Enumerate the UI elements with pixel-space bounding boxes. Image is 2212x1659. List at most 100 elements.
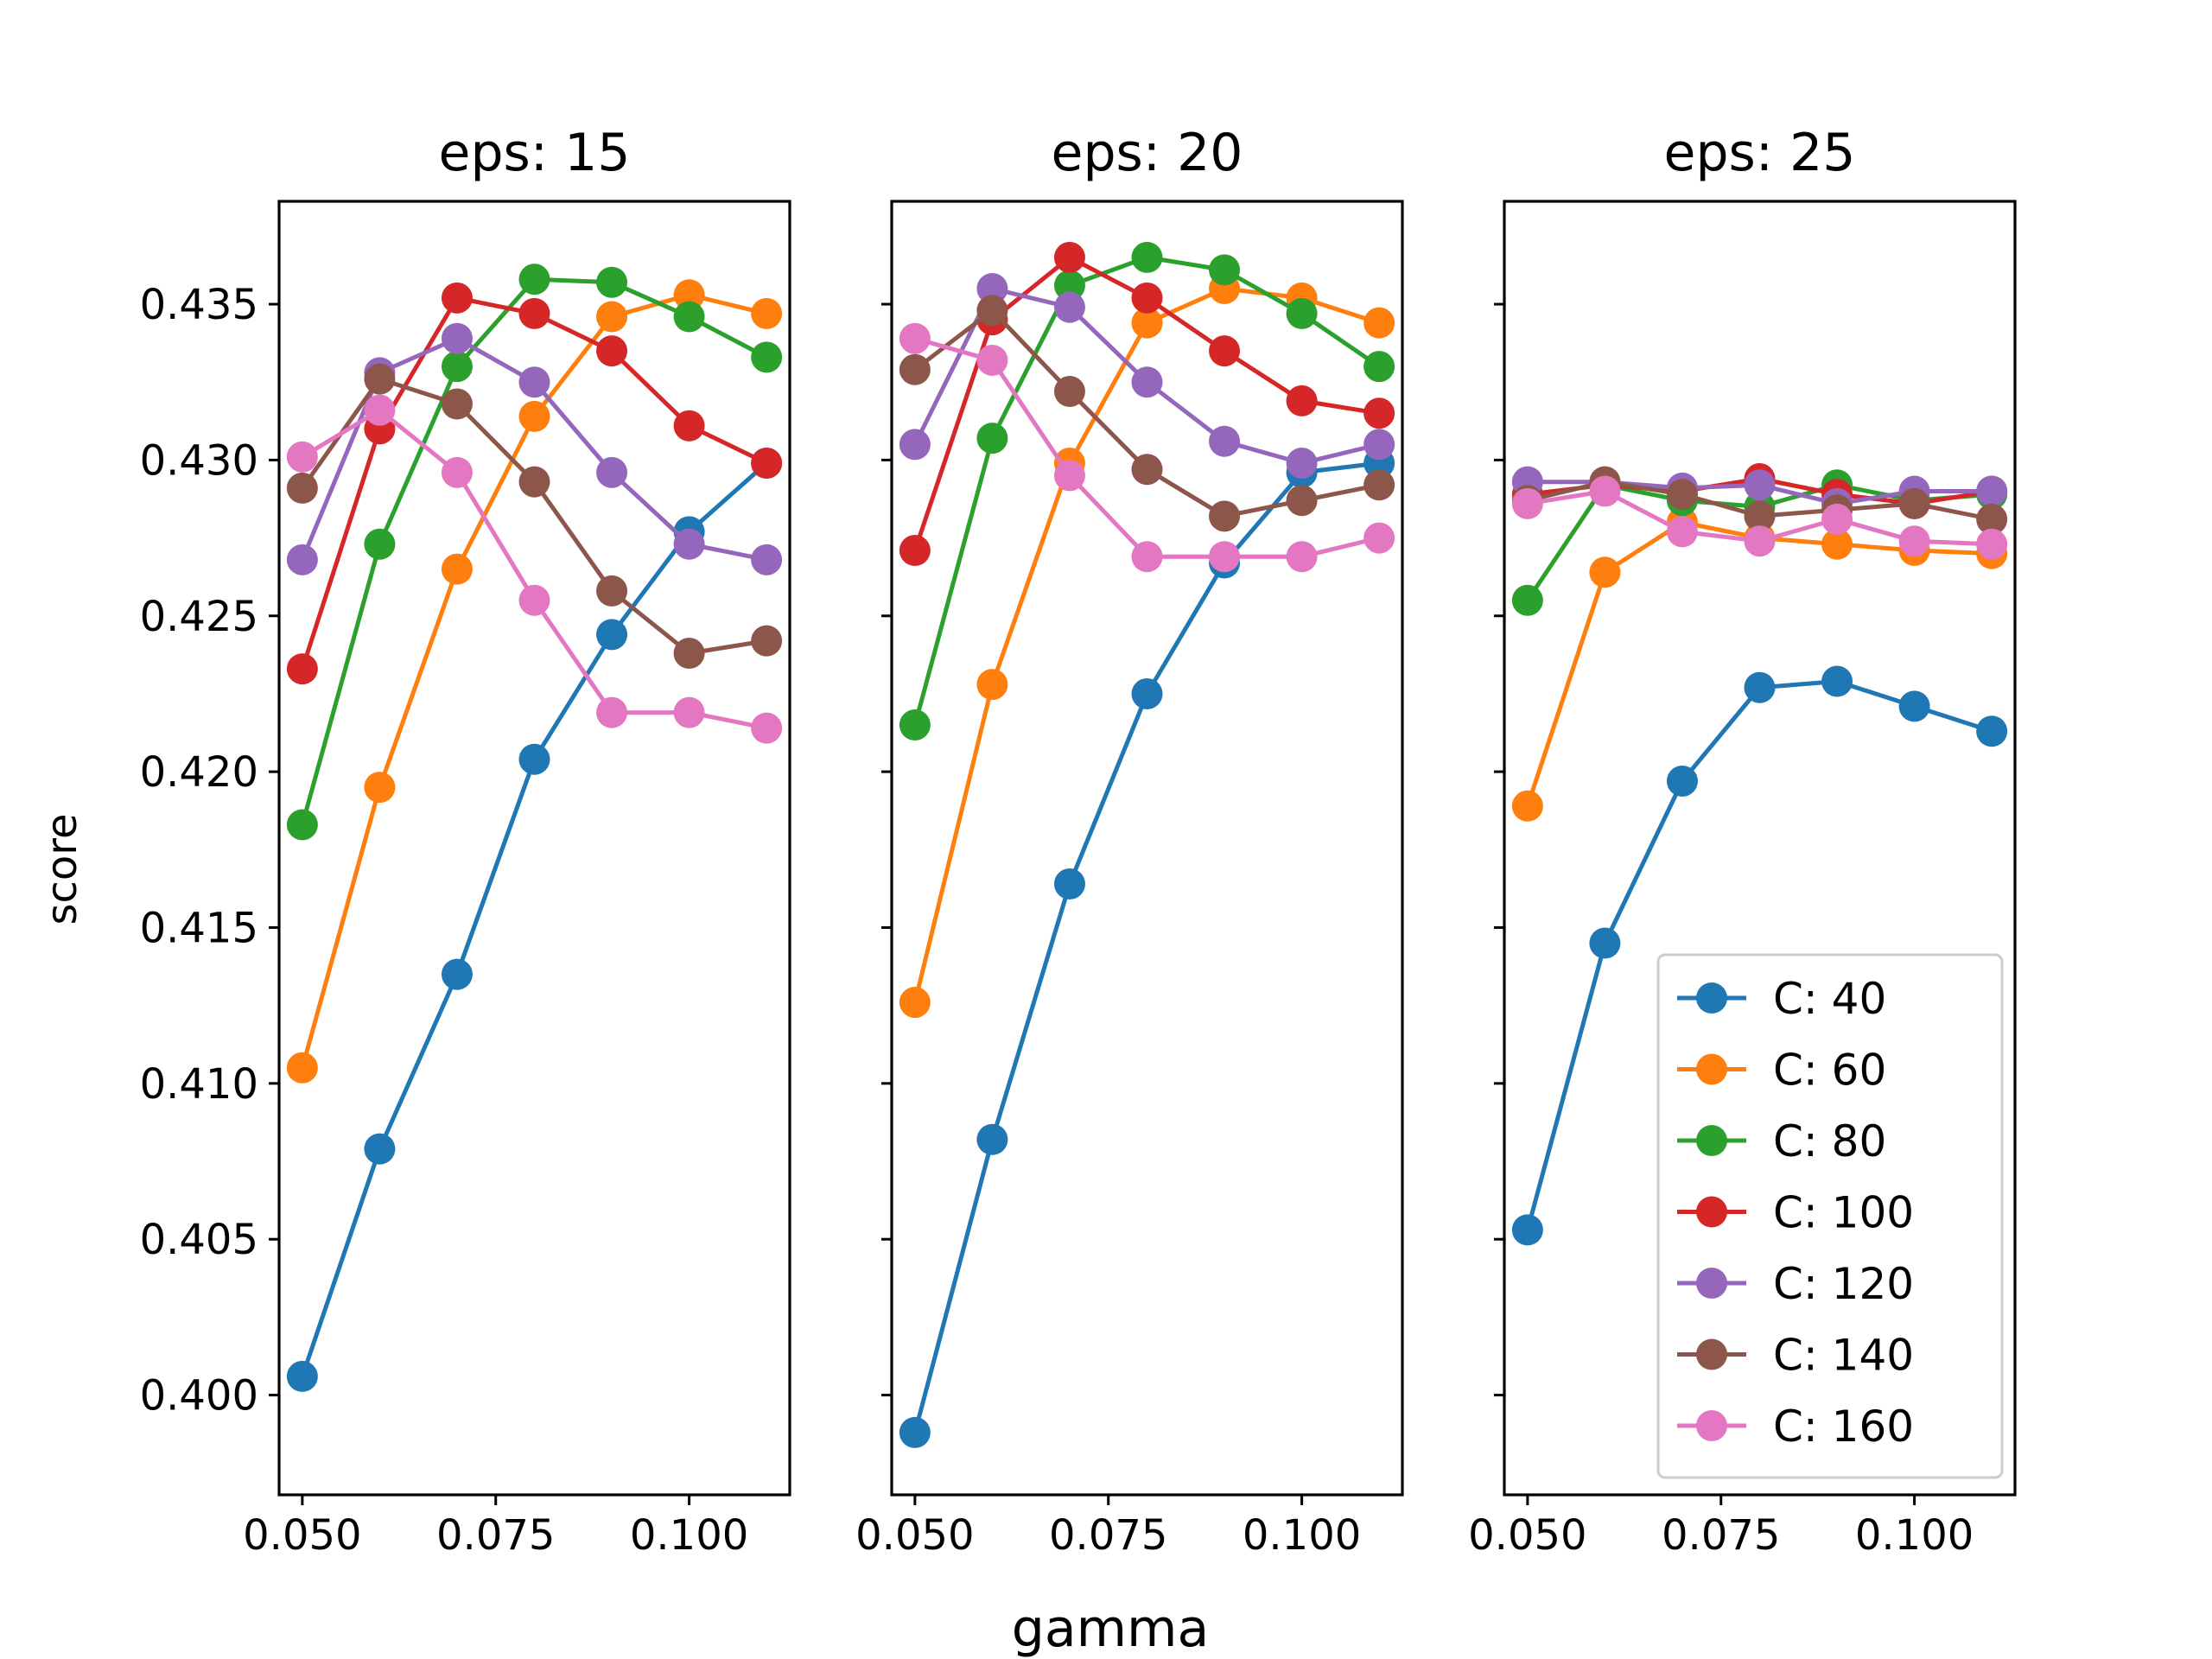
x-tick-label: 0.075	[436, 1511, 555, 1560]
data-point	[976, 295, 1008, 327]
data-point	[364, 394, 396, 426]
data-point	[441, 553, 473, 585]
data-point	[1363, 522, 1395, 554]
legend-box	[1656, 953, 2004, 1479]
legend-entry: C: 140	[1677, 1331, 1914, 1381]
data-point	[1511, 790, 1543, 822]
legend-label: C: 80	[1773, 1116, 1886, 1166]
series-c-120	[899, 273, 1395, 480]
data-point	[441, 282, 473, 314]
series-c-160	[1511, 475, 2008, 560]
data-point	[1821, 528, 1853, 560]
series-c-80	[286, 264, 783, 841]
x-tick-label: 0.100	[1855, 1511, 1974, 1560]
data-point	[976, 1123, 1008, 1155]
data-point	[1363, 469, 1395, 501]
legend-label: C: 120	[1773, 1259, 1914, 1309]
data-point	[364, 363, 396, 395]
data-point	[1821, 503, 1853, 535]
data-point	[1666, 479, 1698, 511]
data-point	[673, 528, 705, 560]
data-point	[1363, 351, 1395, 383]
data-point	[673, 696, 705, 728]
data-point	[1053, 241, 1085, 273]
legend-marker	[1696, 1125, 1727, 1156]
data-point	[1976, 475, 2008, 507]
data-point	[1286, 485, 1318, 517]
y-axis-label: score	[38, 814, 86, 925]
data-point	[596, 696, 628, 728]
legend-entry: C: 120	[1677, 1259, 1914, 1309]
legend-entry: C: 80	[1677, 1116, 1886, 1166]
data-point	[1511, 584, 1543, 616]
data-point	[441, 958, 473, 990]
series-c-160	[899, 322, 1395, 573]
x-tick-label: 0.075	[1662, 1511, 1780, 1560]
data-point	[286, 1052, 318, 1084]
y-tick-label: 0.405	[140, 1216, 258, 1264]
data-point	[286, 653, 318, 685]
data-point	[1131, 282, 1163, 314]
data-point	[1131, 241, 1163, 273]
series-c-40	[1511, 665, 2008, 1246]
x-tick-label: 0.100	[630, 1511, 748, 1560]
x-tick-label: 0.050	[1468, 1511, 1586, 1560]
data-point	[1131, 366, 1163, 398]
data-point	[1744, 500, 1776, 532]
data-point	[518, 264, 550, 296]
data-point	[596, 335, 628, 367]
legend-label: C: 140	[1773, 1331, 1914, 1381]
data-point	[673, 301, 705, 333]
y-tick-label: 0.425	[140, 593, 258, 641]
data-point	[751, 297, 783, 329]
data-point	[596, 456, 628, 488]
data-point	[596, 266, 628, 298]
axes-frame	[1503, 200, 2017, 1497]
data-point	[596, 301, 628, 333]
data-point	[673, 279, 705, 311]
x-axis-label: gamma	[1012, 1599, 1210, 1659]
data-point	[441, 388, 473, 420]
data-point	[751, 448, 783, 480]
legend-marker	[1696, 1338, 1727, 1370]
data-point	[1744, 671, 1776, 703]
data-point	[1131, 677, 1163, 709]
data-point	[751, 543, 783, 575]
data-point	[1744, 469, 1776, 501]
data-point	[1053, 270, 1085, 302]
data-point	[286, 543, 318, 575]
data-point	[1131, 454, 1163, 486]
legend: C: 40 C: 60 C: 80 C: 100 C: 120 C: 140 C: 160	[1656, 953, 2004, 1479]
legend-label: C: 60	[1773, 1046, 1886, 1096]
data-point	[286, 1360, 318, 1392]
data-point	[899, 1416, 931, 1448]
data-point	[1053, 868, 1085, 899]
data-point	[1976, 715, 2008, 747]
data-point	[1209, 335, 1241, 367]
x-tick-label: 0.100	[1243, 1511, 1361, 1560]
x-tick-label: 0.050	[855, 1511, 974, 1560]
data-point	[1511, 487, 1543, 519]
data-point	[518, 466, 550, 498]
data-point	[1898, 525, 1930, 557]
data-point	[1053, 376, 1085, 408]
legend-marker	[1696, 1196, 1727, 1228]
data-point	[1744, 525, 1776, 557]
x-tick-label: 0.075	[1049, 1511, 1167, 1560]
data-point	[518, 297, 550, 329]
data-point	[1131, 307, 1163, 339]
data-point	[899, 987, 931, 1019]
x-tick-label: 0.050	[243, 1511, 361, 1560]
data-point	[1666, 516, 1698, 548]
series-c-60	[286, 279, 783, 1084]
data-point	[751, 341, 783, 373]
data-point	[1209, 254, 1241, 286]
data-point	[364, 772, 396, 804]
series-c-160	[286, 394, 783, 744]
data-point	[1209, 541, 1241, 573]
y-tick-label: 0.420	[140, 748, 258, 797]
legend-marker	[1696, 982, 1727, 1014]
data-point	[596, 619, 628, 651]
legend-marker	[1696, 1053, 1727, 1085]
data-point	[899, 535, 931, 567]
